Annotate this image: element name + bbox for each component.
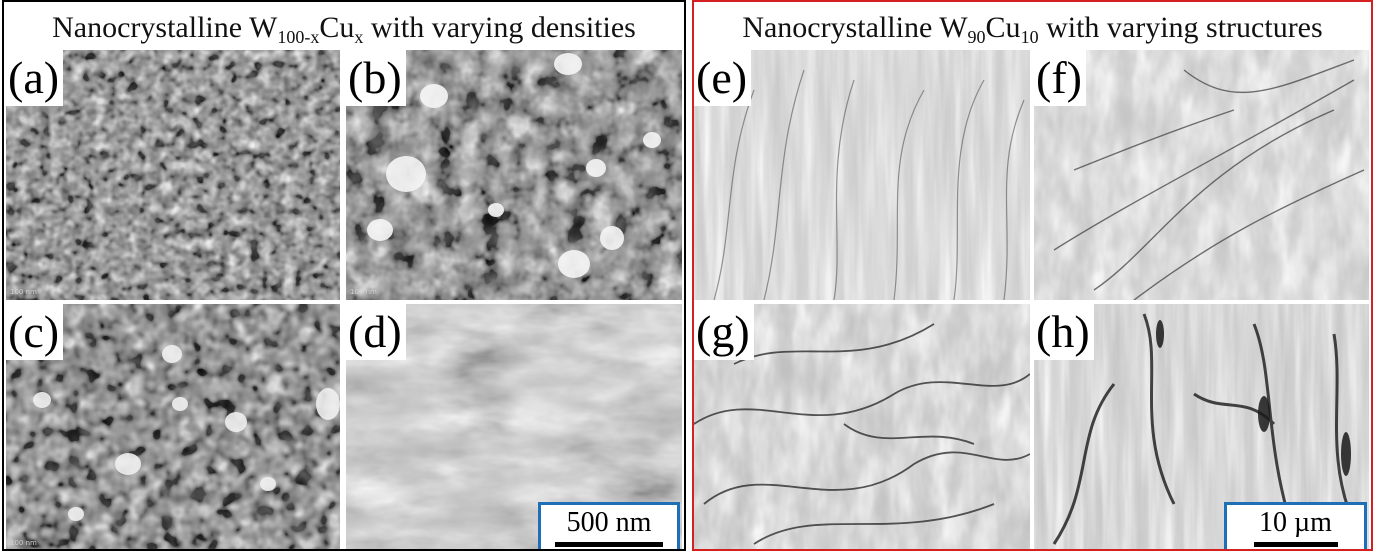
right-title-mid: Cu [985, 11, 1021, 44]
panel-b-tiny-scale: 100 nm [350, 288, 377, 296]
right-title-sub1: 90 [967, 27, 986, 47]
panel-e: (e) [694, 50, 1030, 300]
panel-a: (a) 100 nm [6, 50, 340, 300]
left-scale-bar-text: 500 nm [566, 507, 652, 538]
panel-b-label: (b) [346, 50, 406, 106]
left-title-suffix: with varying densities [363, 11, 636, 44]
panel-e-label: (e) [694, 50, 752, 106]
right-title-prefix: Nanocrystalline W [742, 11, 968, 44]
panel-b: (b) 100 nm [346, 50, 682, 300]
panel-b-image [346, 50, 682, 300]
right-title-sub2: 10 [1020, 27, 1039, 47]
panel-d-label: (d) [346, 304, 406, 360]
panel-g: (g) [694, 304, 1030, 549]
panel-f: (f) [1034, 50, 1369, 300]
right-title-suffix: with varying structures [1038, 11, 1323, 44]
left-group-title: Nanocrystalline W100-xCux with varying d… [4, 10, 684, 46]
right-figure-group: Nanocrystalline W90Cu10 with varying str… [692, 0, 1373, 551]
left-title-sub1: 100-x [277, 27, 320, 47]
left-title-mid: Cu [319, 11, 355, 44]
panel-c: (c) 100 nm [6, 304, 340, 549]
panel-f-label: (f) [1034, 50, 1086, 106]
right-scale-bar-text: 10 µm [1259, 507, 1332, 538]
panel-d: (d) 500 nm [346, 304, 682, 549]
panel-h-label: (h) [1034, 304, 1094, 360]
panel-c-tiny-scale: 100 nm [10, 539, 37, 547]
panel-h: (h) 10 µm [1034, 304, 1369, 549]
panel-f-image [1034, 50, 1369, 300]
panel-a-label: (a) [6, 50, 64, 106]
right-group-title: Nanocrystalline W90Cu10 with varying str… [694, 10, 1371, 46]
panel-g-label: (g) [694, 304, 754, 360]
right-scale-bar-line [1253, 542, 1338, 547]
panel-a-tiny-scale: 100 nm [10, 288, 37, 296]
left-scale-bar-line [555, 542, 663, 547]
left-scale-bar: 500 nm [538, 502, 680, 549]
left-figure-group: Nanocrystalline W100-xCux with varying d… [2, 0, 686, 551]
right-scale-bar: 10 µm [1224, 502, 1367, 549]
panel-c-label: (c) [6, 304, 64, 360]
left-title-prefix: Nanocrystalline W [52, 11, 278, 44]
left-title-sub2: x [354, 27, 364, 47]
